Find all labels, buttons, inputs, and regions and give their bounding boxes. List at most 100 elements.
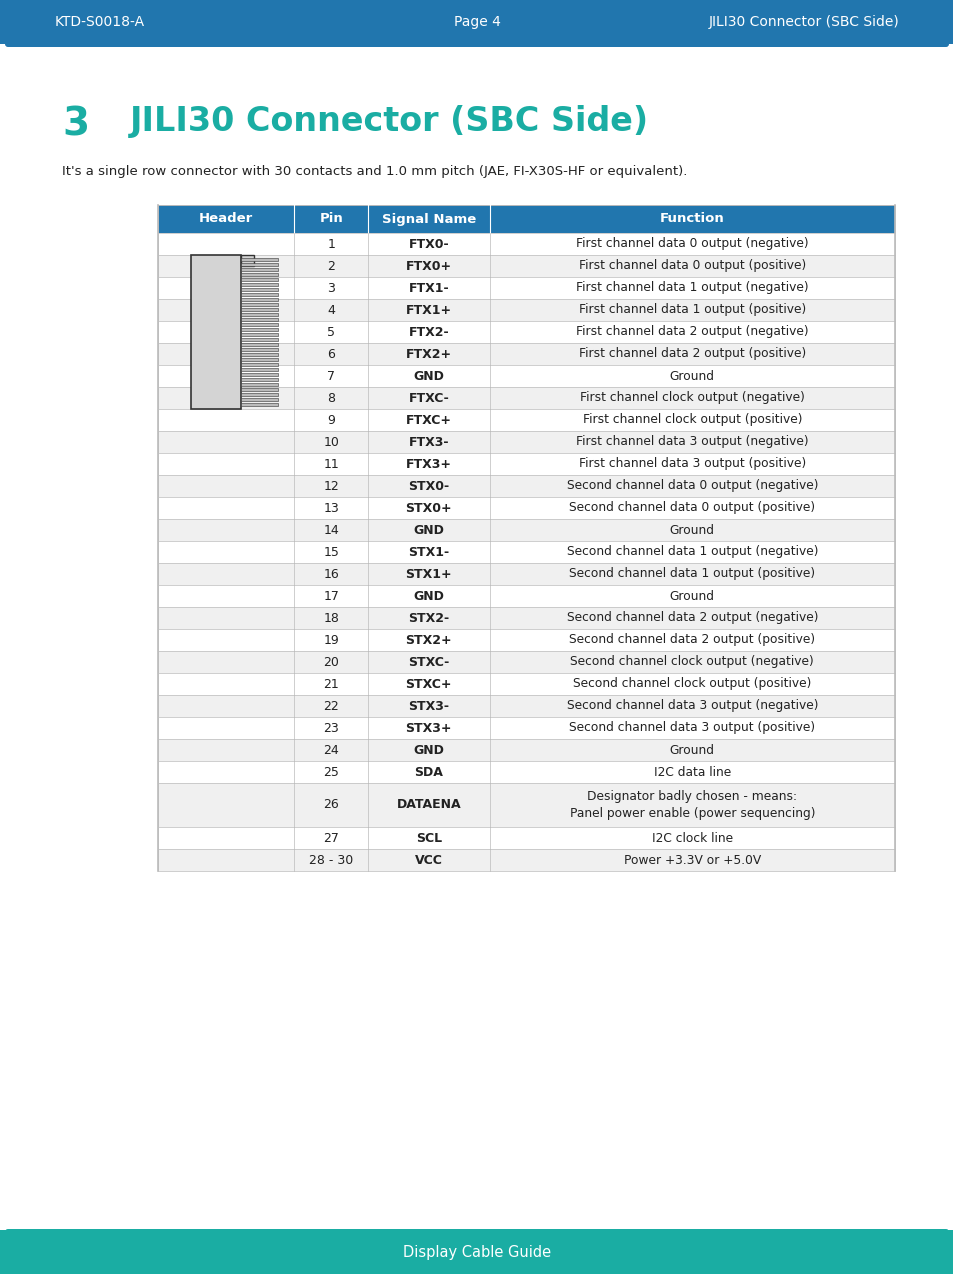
Bar [158,739,894,761]
Bar [241,318,278,321]
Bar [241,283,278,287]
Bar [158,233,894,255]
Bar [241,293,278,296]
Bar [241,382,278,386]
Bar [158,205,894,233]
Bar [158,299,894,321]
Bar [241,368,278,371]
Bar [241,348,278,350]
Bar [158,387,894,409]
Bar [158,606,894,629]
Bar [241,373,278,376]
Text: First channel data 1 output (positive): First channel data 1 output (positive) [578,303,805,316]
Text: Second channel data 0 output (negative): Second channel data 0 output (negative) [566,479,818,493]
Bar [241,313,278,316]
Bar [158,696,894,717]
Bar [158,629,894,651]
Text: FTX2+: FTX2+ [405,348,452,361]
Bar [158,276,894,299]
Text: First channel data 0 output (negative): First channel data 0 output (negative) [576,237,808,251]
Bar [158,255,894,276]
Bar [158,276,894,299]
Bar [158,409,894,431]
Text: FTX1+: FTX1+ [405,303,452,316]
Bar [241,403,278,405]
Bar [158,343,894,364]
Bar [158,321,894,343]
Bar [241,278,278,282]
Bar [158,717,894,739]
Bar [241,353,278,355]
Text: 19: 19 [323,633,338,646]
Text: GND: GND [413,369,444,382]
Text: First channel data 2 output (negative): First channel data 2 output (negative) [576,325,808,339]
Text: Second channel data 2 output (positive): Second channel data 2 output (positive) [569,633,815,646]
Text: FTX2-: FTX2- [408,325,449,339]
Bar [158,497,894,519]
Text: 14: 14 [323,524,338,536]
Text: 3: 3 [327,282,335,294]
Bar [241,298,278,301]
Bar [241,363,278,366]
Bar [241,378,278,381]
Text: Signal Name: Signal Name [381,213,476,225]
Bar [241,273,278,276]
Text: Second channel data 0 output (positive): Second channel data 0 output (positive) [569,502,815,515]
Bar [158,409,894,431]
Text: STX0-: STX0- [408,479,449,493]
Bar [158,454,894,475]
Bar [158,233,894,255]
Text: FTX0-: FTX0- [408,237,449,251]
Text: Page 4: Page 4 [453,15,500,29]
Text: Second channel clock output (positive): Second channel clock output (positive) [573,678,811,691]
Bar [158,255,894,276]
Text: 16: 16 [323,567,338,581]
Bar [241,333,278,336]
Bar [158,519,894,541]
Text: STX0+: STX0+ [405,502,452,515]
Bar [241,387,278,391]
Text: Ground: Ground [669,524,714,536]
Bar [158,387,894,409]
Text: 25: 25 [323,766,338,778]
Text: 15: 15 [323,545,338,558]
Text: FTX3+: FTX3+ [405,457,452,470]
Text: Second channel data 1 output (negative): Second channel data 1 output (negative) [566,545,818,558]
Bar [158,696,894,717]
Text: Second channel data 1 output (positive): Second channel data 1 output (positive) [569,567,815,581]
Text: 5: 5 [327,325,335,339]
Text: JILI30 Connector (SBC Side): JILI30 Connector (SBC Side) [707,15,898,29]
Text: First channel clock output (positive): First channel clock output (positive) [582,414,801,427]
Bar [158,848,894,871]
Bar [158,454,894,475]
Bar [158,431,894,454]
Bar [158,563,894,585]
Text: First channel data 2 output (positive): First channel data 2 output (positive) [578,348,805,361]
Bar [158,761,894,784]
Bar [241,303,278,306]
Text: 17: 17 [323,590,338,603]
Text: 26: 26 [323,799,338,812]
Bar [241,343,278,347]
Bar [241,288,278,292]
Bar [158,343,894,364]
Bar [158,497,894,519]
Text: 21: 21 [323,678,338,691]
Text: Ground: Ground [669,590,714,603]
Bar [158,651,894,673]
Text: VCC: VCC [415,854,442,866]
Text: First channel clock output (negative): First channel clock output (negative) [579,391,804,405]
Text: SDA: SDA [414,766,443,778]
Bar [158,673,894,696]
Text: 28 - 30: 28 - 30 [309,854,353,866]
Text: 3: 3 [62,104,89,143]
Text: 4: 4 [327,303,335,316]
Text: 22: 22 [323,699,338,712]
Bar [158,629,894,651]
Bar [241,392,278,396]
Text: GND: GND [413,590,444,603]
Text: GND: GND [413,524,444,536]
Text: First channel data 3 output (positive): First channel data 3 output (positive) [578,457,805,470]
Text: STX3-: STX3- [408,699,449,712]
Bar [158,205,894,233]
